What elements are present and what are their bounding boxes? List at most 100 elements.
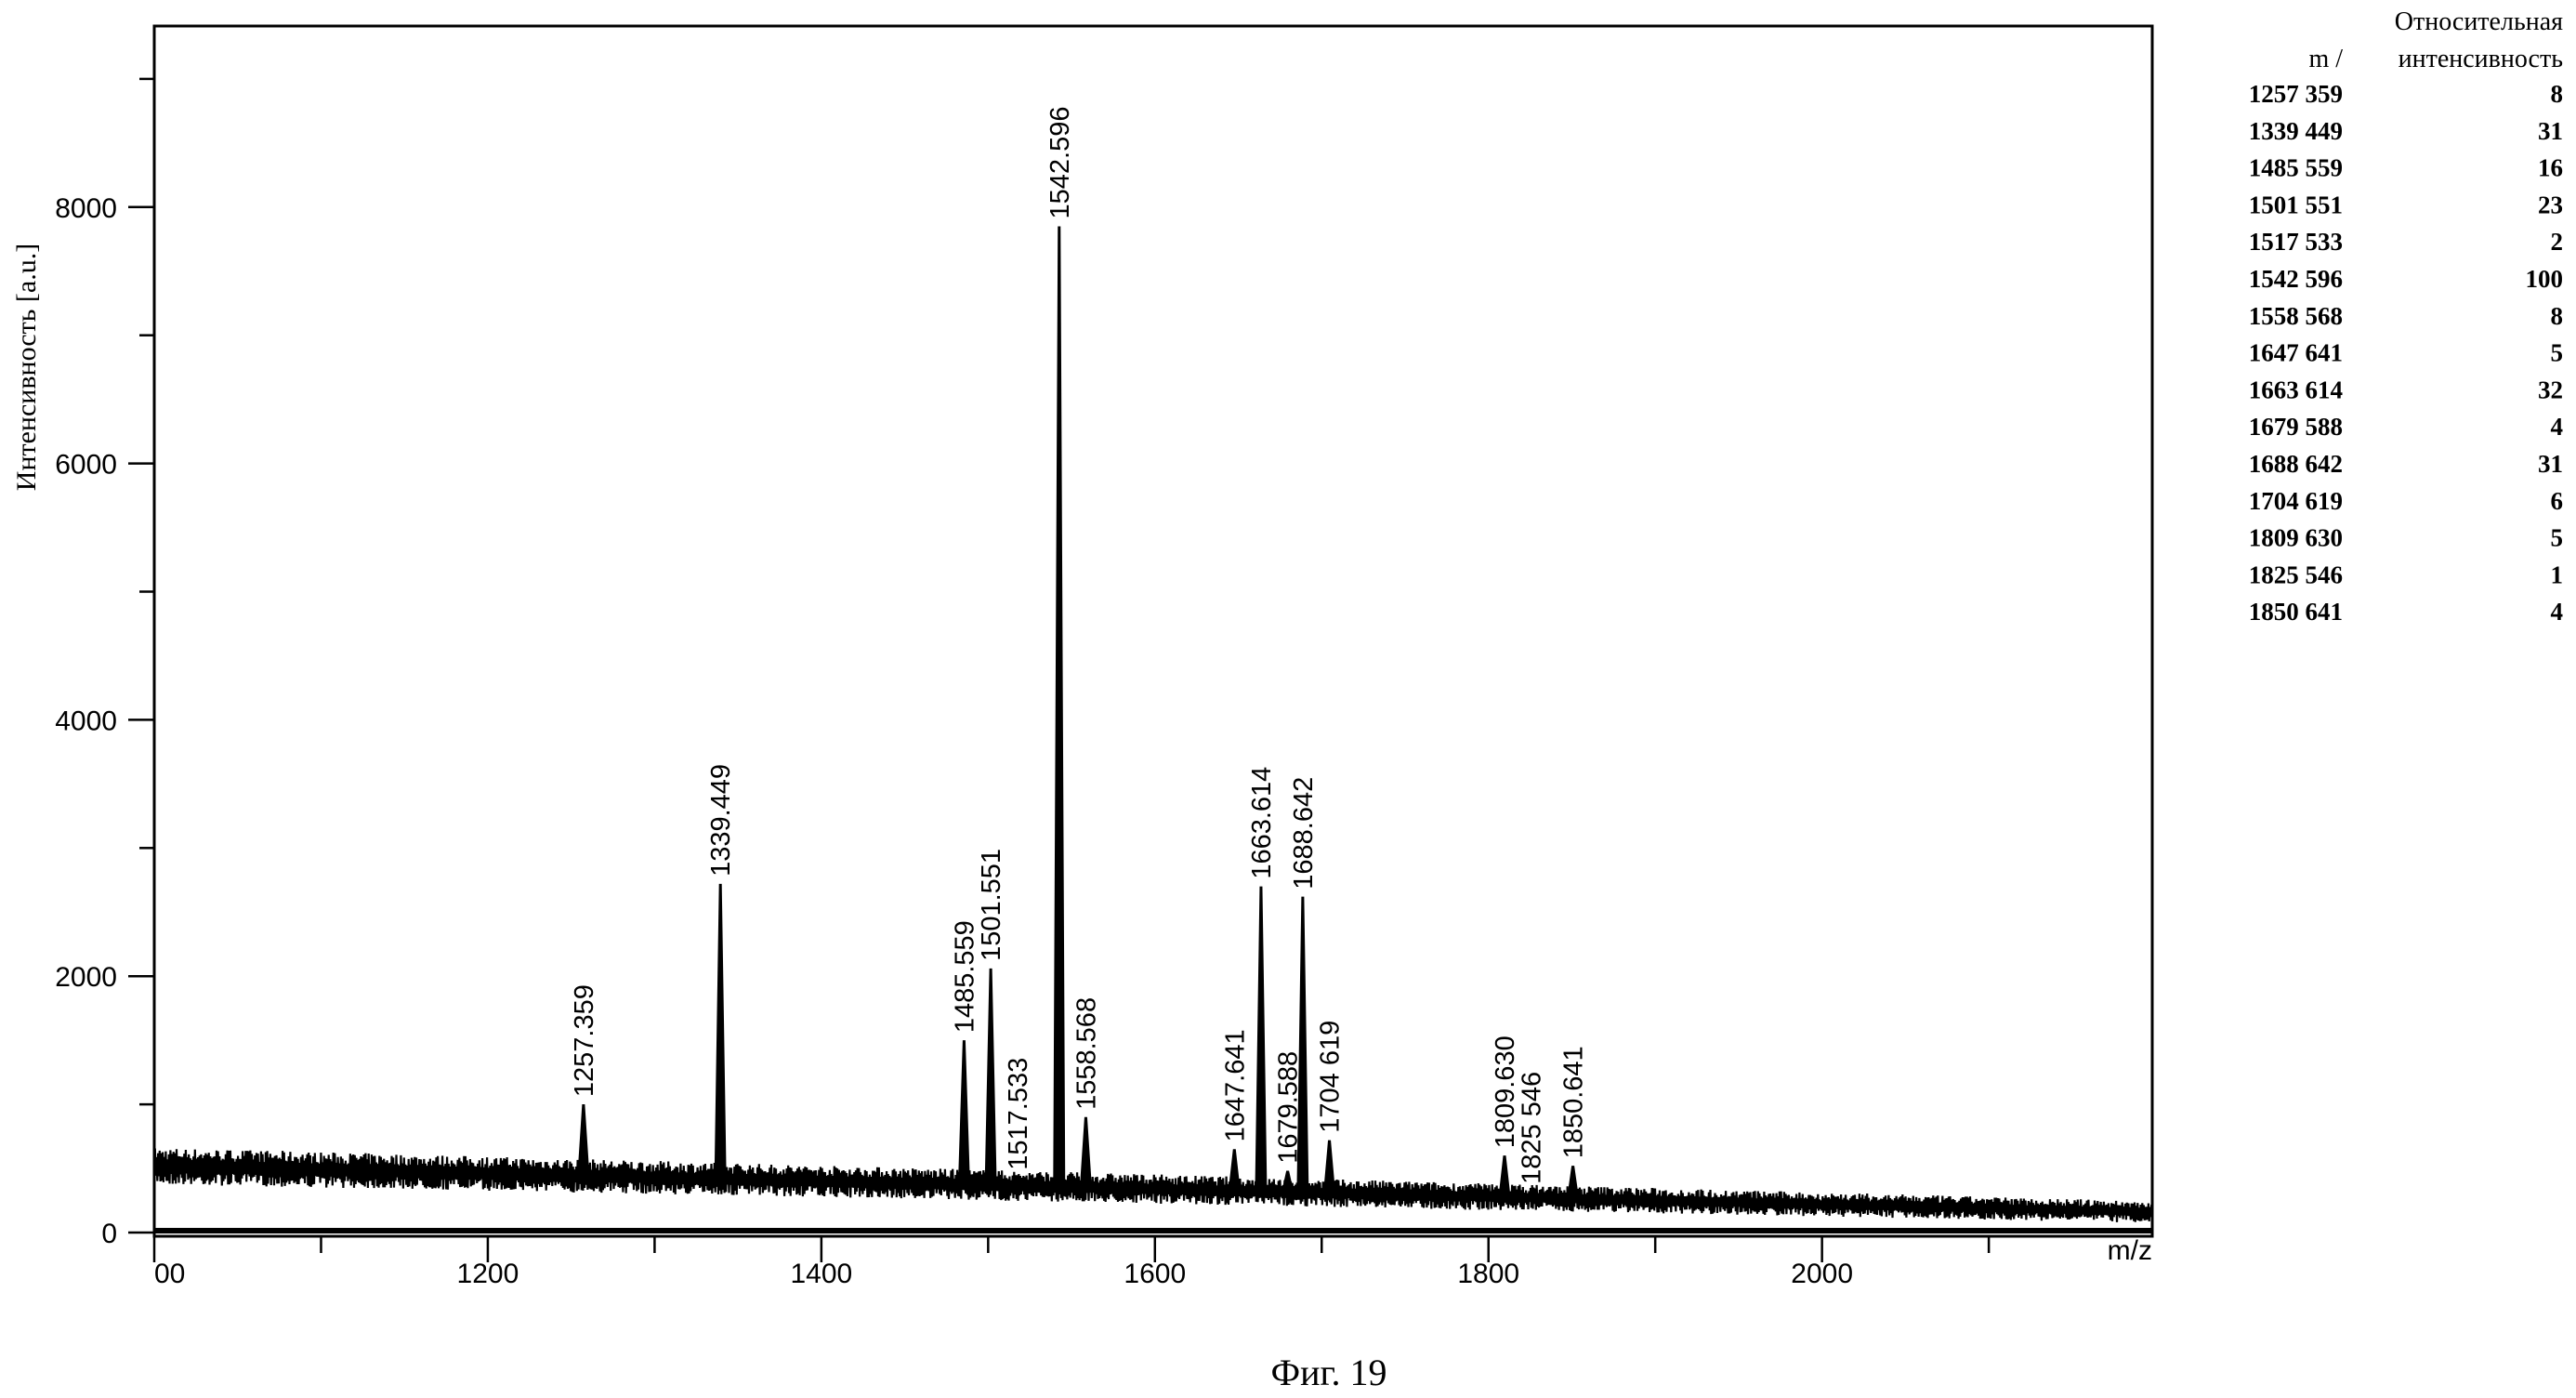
table-cell-relative-intensity: 8	[2551, 302, 2564, 330]
table-row: 1663 614 32	[2249, 376, 2563, 403]
table-cell-relative-intensity: 100	[2526, 265, 2564, 293]
peak-label: 1647.641	[1220, 1029, 1250, 1141]
table-cell-mz: 1517 533	[2249, 228, 2343, 256]
y-tick-label: 0	[101, 1219, 117, 1249]
peak-1485-559	[957, 1040, 970, 1185]
table-cell-mz: 1501 551	[2249, 191, 2343, 218]
peak-label: 1679.588	[1274, 1051, 1304, 1164]
table-cell-relative-intensity: 5	[2551, 339, 2564, 367]
table-cell-relative-intensity: 31	[2538, 450, 2563, 478]
peak-label: 1825 546	[1518, 1072, 1547, 1184]
x-tick-label: 1800	[1457, 1259, 1519, 1289]
table-cell-mz: 1688 642	[2249, 450, 2343, 478]
peak-1542-596	[1053, 226, 1066, 1187]
x-tick-label: 1200	[457, 1259, 519, 1289]
peak-1339-449	[714, 883, 727, 1180]
table-cell-relative-intensity: 2	[2551, 228, 2564, 256]
table-row: 1688 642 31	[2249, 450, 2563, 478]
table-header-mz: m /	[2308, 45, 2343, 73]
spectrum-noise-line	[152, 1148, 2154, 1222]
table-cell-relative-intensity: 4	[2551, 598, 2564, 626]
table-row: 1647 641 5	[2249, 339, 2563, 367]
peak-label: 1809.630	[1491, 1035, 1520, 1148]
peak-1809-630	[1498, 1155, 1511, 1198]
figure-caption: Фиг. 19	[1271, 1352, 1387, 1393]
y-tick-label: 4000	[55, 706, 117, 736]
peak-1257-359	[577, 1104, 590, 1177]
peak-1517-533	[1011, 1174, 1024, 1187]
table-cell-mz: 1542 596	[2249, 265, 2343, 293]
y-tick-label: 8000	[55, 193, 117, 224]
x-tick-label: 1400	[790, 1259, 852, 1289]
peak-1647-641	[1228, 1149, 1241, 1192]
x-axis-label: m/z	[2108, 1235, 2152, 1266]
table-row: 1558 568 8	[2249, 302, 2563, 330]
peak-label: 1558.568	[1071, 997, 1101, 1110]
x-tick-label: 00	[154, 1259, 185, 1289]
peak-label: 1257.359	[570, 984, 599, 1097]
table-row: 1850 641 4	[2249, 598, 2563, 626]
y-axis-label: Интенсивность [a.u.]	[11, 244, 42, 491]
table-cell-relative-intensity: 23	[2538, 191, 2563, 218]
peak-label: 1688.642	[1289, 777, 1319, 890]
plot-frame	[152, 24, 2154, 1238]
y-tick-label: 2000	[55, 962, 117, 993]
table-row: 1257 359 8	[2249, 80, 2563, 108]
table-cell-relative-intensity: 4	[2551, 413, 2564, 441]
table-cell-relative-intensity: 6	[2551, 487, 2564, 515]
table-row: 1704 619 6	[2249, 487, 2563, 515]
peak-1850-641	[1567, 1166, 1580, 1199]
peak-label: 1501.551	[977, 849, 1006, 961]
x-axis: 00 1200 1400 1600 1800 2000	[152, 1236, 1991, 1289]
peak-label: 1663.614	[1247, 767, 1277, 879]
table-cell-relative-intensity: 31	[2538, 117, 2563, 145]
peak-1704-619	[1323, 1140, 1336, 1194]
table-row: 1517 533 2	[2249, 228, 2563, 256]
table-cell-mz: 1679 588	[2249, 413, 2343, 441]
peak-1825-546	[1525, 1189, 1537, 1199]
peak-label: 1517.533	[1004, 1058, 1033, 1170]
table-cell-mz: 1809 630	[2249, 524, 2343, 552]
table-cell-mz: 1825 546	[2249, 561, 2343, 588]
peak-1679-588	[1281, 1170, 1295, 1193]
table-cell-mz: 1663 614	[2249, 376, 2343, 403]
spectrum-trace	[152, 226, 2154, 1233]
peak-1558-568	[1079, 1116, 1092, 1188]
table-cell-mz: 1485 559	[2249, 154, 2343, 182]
table-cell-relative-intensity: 32	[2538, 376, 2563, 403]
y-axis: 0 2000 4000 6000 8000	[55, 77, 154, 1249]
table-cell-mz: 1558 568	[2249, 302, 2343, 330]
table-header-relative-1: Относительная	[2395, 7, 2563, 36]
peak-table: Относительная интенсивность m / 1257 359…	[2249, 7, 2563, 626]
peak-1501-551	[984, 968, 997, 1186]
peak-label: 1339.449	[706, 764, 736, 877]
table-cell-mz: 1647 641	[2249, 339, 2343, 367]
x-tick-label: 2000	[1791, 1259, 1853, 1289]
table-cell-mz: 1257 359	[2249, 80, 2343, 108]
table-row: 1679 588 4	[2249, 413, 2563, 441]
table-header-relative-2: интенсивность	[2399, 45, 2563, 73]
table-row: 1339 449 31	[2249, 117, 2563, 145]
peak-1688-642	[1296, 896, 1309, 1193]
y-tick-label: 6000	[55, 450, 117, 481]
peak-label: 1850.641	[1559, 1046, 1589, 1158]
table-cell-mz: 1704 619	[2249, 487, 2343, 515]
table-cell-relative-intensity: 5	[2551, 524, 2564, 552]
table-cell-relative-intensity: 16	[2538, 154, 2563, 182]
table-cell-relative-intensity: 8	[2551, 80, 2564, 108]
table-row: 1809 630 5	[2249, 524, 2563, 552]
table-cell-mz: 1850 641	[2249, 598, 2343, 626]
table-cell-relative-intensity: 1	[2551, 561, 2564, 588]
peak-label: 1485.559	[950, 920, 979, 1033]
peak-label: 1542.596	[1045, 107, 1075, 219]
table-cell-mz: 1339 449	[2249, 117, 2343, 145]
peak-label: 1704 619	[1316, 1021, 1346, 1133]
table-row: 1542 596 100	[2249, 265, 2563, 293]
peak-1663-614	[1255, 886, 1268, 1192]
table-row: 1501 551 23	[2249, 191, 2563, 218]
table-row: 1825 546 1	[2249, 561, 2563, 588]
table-row: 1485 559 16	[2249, 154, 2563, 182]
x-tick-label: 1600	[1124, 1259, 1186, 1289]
